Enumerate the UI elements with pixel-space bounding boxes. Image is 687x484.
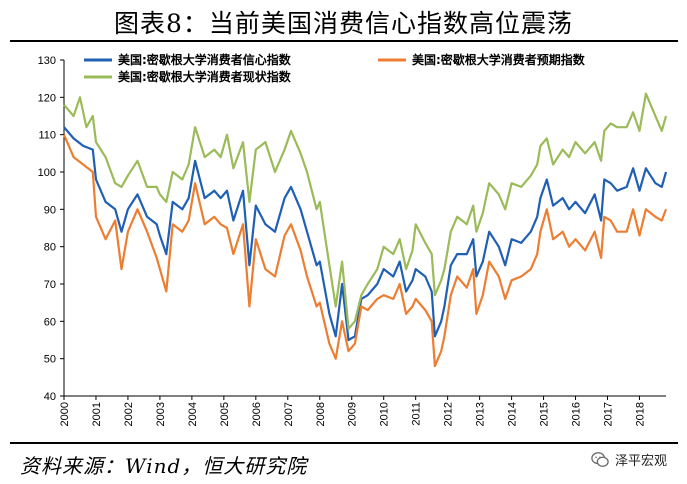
wechat-icon bbox=[591, 451, 609, 467]
x-tick-label: 2012 bbox=[443, 402, 455, 426]
title-rule bbox=[10, 40, 678, 42]
x-tick-label: 2017 bbox=[602, 402, 614, 426]
x-tick-label: 2007 bbox=[283, 402, 295, 426]
x-tick-label: 2005 bbox=[219, 402, 231, 426]
series-line-current bbox=[63, 92, 668, 330]
x-tick-label: 2008 bbox=[315, 402, 327, 426]
x-tick-label: 2015 bbox=[539, 402, 551, 426]
source-note: 资料来源：Wind，恒大研究院 bbox=[20, 454, 308, 478]
y-tick-label: 100 bbox=[38, 167, 56, 179]
y-tick-label: 90 bbox=[44, 204, 56, 216]
source-rule bbox=[10, 442, 678, 444]
x-tick-label: 2013 bbox=[475, 402, 487, 426]
chart-series-layer bbox=[62, 92, 668, 368]
x-tick-label: 2014 bbox=[507, 402, 519, 426]
y-tick-label: 130 bbox=[38, 55, 56, 67]
legend-entry: 美国:密歇根大学消费者现状指数 bbox=[118, 69, 292, 84]
chart-axes: 40 50 60 70 80 90 100 110 120 130 2000 2001 2002 2003… bbox=[38, 55, 666, 426]
line-chart: 40 50 60 70 80 90 100 110 120 130 2000 2001 2002 2003… bbox=[38, 52, 668, 426]
x-tick-label: 2006 bbox=[251, 402, 263, 426]
x-tick-label: 2016 bbox=[571, 402, 583, 426]
watermark: 泽平宏观 bbox=[591, 450, 667, 469]
y-tick-label: 60 bbox=[44, 316, 56, 328]
legend-entry: 美国:密歇根大学消费者信心指数 bbox=[118, 52, 292, 67]
series-line-confidence bbox=[63, 126, 668, 342]
x-tick-label: 2004 bbox=[187, 402, 199, 426]
x-tick-label: 2009 bbox=[347, 402, 359, 426]
series-line-expectations bbox=[62, 134, 668, 368]
x-tick-label: 2010 bbox=[379, 402, 391, 426]
chart-legend: 美国:密歇根大学消费者信心指数 美国:密歇根大学消费者预期指数美国:密歇根大学消费… bbox=[84, 52, 586, 84]
x-tick-label: 2003 bbox=[155, 402, 167, 426]
x-tick-label: 2000 bbox=[59, 402, 71, 426]
x-tick-label: 2011 bbox=[411, 402, 423, 426]
watermark-label: 泽平宏观 bbox=[614, 454, 667, 469]
y-tick-label: 110 bbox=[38, 130, 56, 142]
legend-entry: 美国:密歇根大学消费者预期指数 bbox=[412, 52, 586, 67]
y-tick-label: 120 bbox=[38, 92, 56, 104]
page-title: 图表8：当前美国消费信心指数高位震荡 bbox=[114, 9, 573, 38]
x-tick-label: 2002 bbox=[123, 402, 135, 426]
x-tick-label: 2018 bbox=[634, 402, 646, 426]
y-tick-label: 80 bbox=[44, 242, 56, 254]
y-tick-label: 70 bbox=[44, 279, 56, 291]
x-tick-label: 2001 bbox=[91, 402, 103, 426]
y-tick-label: 50 bbox=[44, 354, 56, 366]
y-tick-label: 40 bbox=[44, 391, 56, 403]
